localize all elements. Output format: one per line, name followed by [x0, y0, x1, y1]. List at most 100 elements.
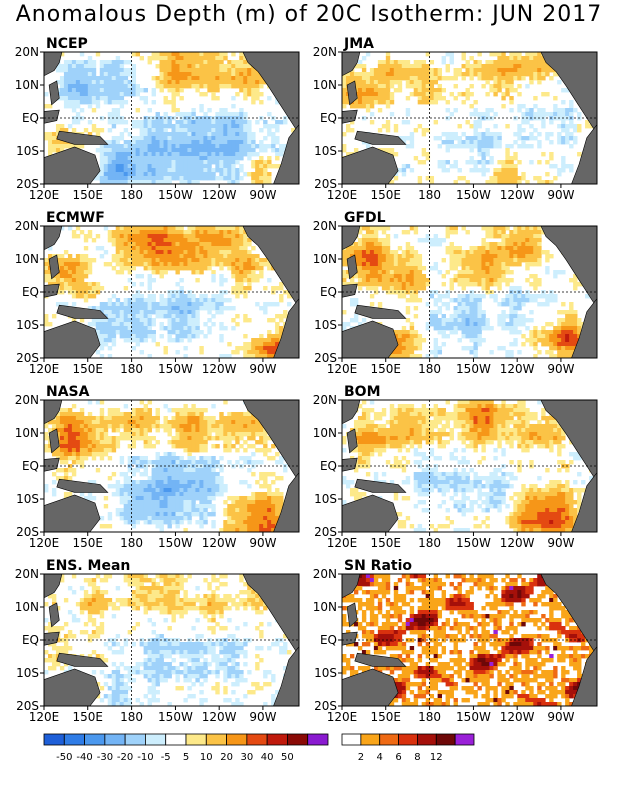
field-cell — [457, 176, 462, 181]
field-cell — [239, 80, 244, 85]
land-mass — [44, 320, 101, 358]
field-cell — [477, 148, 482, 153]
field-cell — [413, 266, 419, 271]
field-cell — [365, 72, 371, 77]
field-cell — [247, 238, 252, 243]
field-cell — [525, 56, 530, 61]
field-cell — [107, 176, 113, 181]
field-cell — [79, 100, 85, 105]
field-cell — [207, 68, 212, 73]
field-cell — [405, 164, 411, 169]
field-cell — [111, 168, 117, 173]
field-cell — [79, 266, 85, 271]
field-cell — [461, 346, 466, 351]
field-cell — [453, 298, 458, 303]
field-cell — [79, 270, 85, 275]
field-cell — [453, 258, 458, 263]
field-cell — [441, 60, 446, 65]
field-cell — [429, 80, 435, 85]
field-cell — [235, 152, 240, 157]
field-cell — [95, 286, 101, 291]
field-cell — [473, 298, 478, 303]
field-cell — [63, 104, 69, 109]
field-cell — [131, 310, 137, 315]
field-cell — [417, 180, 423, 184]
field-cell — [569, 310, 574, 315]
field-cell — [477, 68, 482, 73]
field-cell — [195, 128, 200, 133]
field-cell — [255, 278, 260, 283]
field-cell — [139, 338, 145, 343]
field-cell — [127, 262, 133, 267]
field-cell — [159, 322, 164, 327]
field-cell — [123, 330, 129, 335]
field-cell — [485, 322, 490, 327]
field-cell — [111, 96, 117, 101]
field-cell — [505, 72, 510, 77]
field-cell — [393, 64, 399, 69]
field-cell — [409, 64, 415, 69]
field-cell — [143, 128, 148, 133]
field-cell — [505, 156, 510, 161]
field-cell — [159, 136, 164, 141]
field-cell — [441, 322, 446, 327]
field-cell — [231, 326, 236, 331]
field-cell — [159, 246, 164, 251]
field-cell — [537, 238, 542, 243]
field-cell — [227, 412, 232, 417]
field-cell — [111, 302, 117, 307]
field-cell — [103, 64, 109, 69]
land-mass — [242, 52, 299, 135]
field-cell — [135, 246, 141, 251]
field-cell — [409, 270, 415, 275]
field-cell — [501, 318, 506, 323]
field-cell — [127, 234, 133, 239]
field-cell — [267, 144, 272, 149]
field-cell — [183, 262, 188, 267]
field-cell — [103, 318, 109, 323]
field-cell — [279, 282, 284, 287]
field-cell — [75, 100, 81, 105]
field-cell — [345, 80, 351, 85]
field-cell — [469, 294, 474, 299]
field-cell — [389, 92, 395, 97]
field-cell — [143, 306, 148, 311]
field-cell — [421, 92, 427, 97]
field-cell — [243, 412, 248, 417]
field-cell — [477, 314, 482, 319]
field-cell — [71, 80, 77, 85]
field-cell — [107, 120, 113, 125]
field-cell — [365, 246, 371, 251]
land-mass — [342, 109, 358, 124]
field-cell — [127, 330, 133, 335]
field-cell — [155, 420, 160, 425]
field-cell — [433, 318, 439, 323]
field-cell — [541, 230, 546, 235]
field-cell — [513, 294, 518, 299]
field-cell — [465, 306, 470, 311]
field-cell — [167, 152, 172, 157]
field-cell — [501, 226, 506, 231]
field-cell — [235, 274, 240, 279]
field-cell — [377, 282, 383, 287]
field-cell — [99, 306, 105, 311]
field-cell — [71, 404, 77, 409]
field-cell — [389, 262, 395, 267]
field-cell — [365, 104, 371, 109]
field-cell — [155, 230, 160, 235]
field-cell — [44, 318, 49, 323]
field-cell — [195, 160, 200, 165]
field-cell — [521, 294, 526, 299]
field-cell — [275, 124, 280, 129]
field-cell — [71, 64, 77, 69]
field-cell — [569, 314, 574, 319]
field-cell — [219, 354, 224, 358]
field-cell — [279, 294, 284, 299]
field-cell — [119, 88, 125, 93]
field-cell — [271, 354, 276, 358]
field-cell — [489, 84, 494, 89]
field-cell — [529, 124, 534, 129]
field-cell — [63, 72, 69, 77]
field-cell — [401, 326, 407, 331]
field-cell — [409, 350, 415, 355]
